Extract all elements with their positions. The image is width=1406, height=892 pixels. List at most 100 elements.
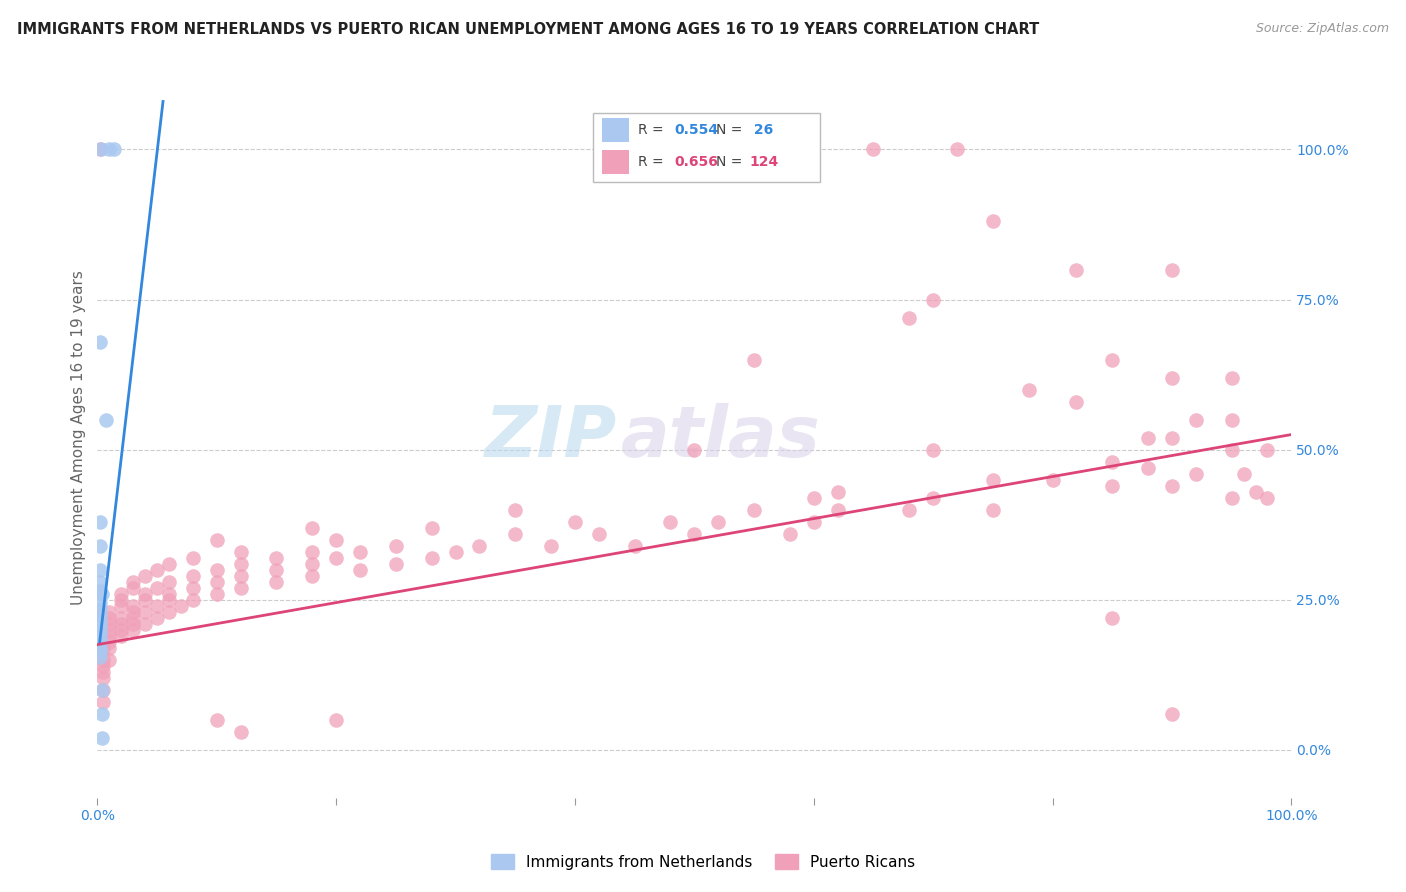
Point bbox=[325, 713, 347, 727]
Point bbox=[91, 671, 114, 685]
Point bbox=[157, 574, 180, 589]
Point bbox=[122, 623, 145, 637]
Text: N =: N = bbox=[716, 155, 747, 169]
Point bbox=[301, 520, 323, 534]
Point bbox=[122, 616, 145, 631]
Point bbox=[827, 502, 849, 516]
Point bbox=[91, 652, 114, 666]
Point bbox=[1101, 454, 1123, 468]
Text: 0.554: 0.554 bbox=[673, 123, 718, 137]
Point bbox=[89, 625, 111, 640]
Point bbox=[1244, 484, 1267, 499]
Point bbox=[266, 550, 288, 565]
Point bbox=[981, 502, 1004, 516]
Point bbox=[385, 539, 408, 553]
Text: 26: 26 bbox=[749, 123, 773, 137]
Text: Source: ZipAtlas.com: Source: ZipAtlas.com bbox=[1256, 22, 1389, 36]
Point bbox=[89, 623, 111, 637]
Point bbox=[588, 526, 610, 541]
Point bbox=[146, 599, 169, 613]
Point bbox=[91, 706, 114, 721]
Point bbox=[91, 658, 114, 673]
Point bbox=[181, 568, 204, 582]
Text: 124: 124 bbox=[749, 155, 779, 169]
Point bbox=[91, 731, 114, 745]
Point bbox=[1161, 431, 1184, 445]
Point bbox=[420, 550, 443, 565]
Point bbox=[301, 557, 323, 571]
Point bbox=[898, 502, 921, 516]
Point bbox=[134, 616, 156, 631]
Text: 0.656: 0.656 bbox=[673, 155, 718, 169]
Text: atlas: atlas bbox=[620, 403, 820, 472]
Point bbox=[110, 592, 132, 607]
Point bbox=[1256, 491, 1278, 505]
Point bbox=[122, 610, 145, 624]
Legend: Immigrants from Netherlands, Puerto Ricans: Immigrants from Netherlands, Puerto Rica… bbox=[484, 847, 922, 877]
Point bbox=[1185, 467, 1208, 481]
Point bbox=[91, 640, 114, 655]
Point bbox=[946, 143, 969, 157]
Point bbox=[205, 586, 228, 600]
FancyBboxPatch shape bbox=[602, 119, 628, 142]
Point bbox=[157, 605, 180, 619]
Point bbox=[325, 533, 347, 547]
Point bbox=[181, 550, 204, 565]
Point bbox=[1161, 262, 1184, 277]
Point bbox=[1161, 370, 1184, 384]
Point bbox=[134, 568, 156, 582]
Point bbox=[157, 586, 180, 600]
Point bbox=[89, 640, 111, 655]
Point bbox=[205, 574, 228, 589]
Point bbox=[181, 592, 204, 607]
Point bbox=[89, 596, 111, 610]
Point bbox=[89, 632, 111, 646]
Point bbox=[110, 629, 132, 643]
Point bbox=[420, 520, 443, 534]
FancyBboxPatch shape bbox=[593, 113, 820, 182]
Point bbox=[91, 665, 114, 679]
Point bbox=[229, 557, 252, 571]
Point bbox=[89, 334, 111, 349]
Point bbox=[98, 605, 121, 619]
Point bbox=[564, 515, 586, 529]
Point bbox=[468, 539, 491, 553]
Point bbox=[301, 544, 323, 558]
Point bbox=[1101, 352, 1123, 367]
Point bbox=[229, 581, 252, 595]
Point bbox=[503, 526, 526, 541]
Point bbox=[110, 610, 132, 624]
Point bbox=[89, 539, 111, 553]
Point bbox=[205, 563, 228, 577]
Point bbox=[110, 623, 132, 637]
Point bbox=[181, 581, 204, 595]
Point bbox=[205, 713, 228, 727]
Text: N =: N = bbox=[716, 123, 747, 137]
Point bbox=[1232, 467, 1254, 481]
Point bbox=[623, 539, 645, 553]
Point bbox=[170, 599, 193, 613]
Point bbox=[122, 605, 145, 619]
Point bbox=[659, 515, 682, 529]
Point bbox=[922, 293, 945, 307]
Point bbox=[981, 473, 1004, 487]
Point bbox=[922, 491, 945, 505]
Point bbox=[98, 143, 121, 157]
Point bbox=[89, 634, 111, 648]
Point bbox=[707, 515, 730, 529]
Point bbox=[301, 568, 323, 582]
Point bbox=[91, 682, 114, 697]
Point bbox=[1101, 610, 1123, 624]
Point bbox=[827, 484, 849, 499]
Text: R =: R = bbox=[638, 123, 668, 137]
Point bbox=[803, 515, 825, 529]
Point bbox=[205, 533, 228, 547]
Point bbox=[1161, 706, 1184, 721]
Point bbox=[89, 614, 111, 628]
Point bbox=[803, 491, 825, 505]
Point bbox=[1220, 412, 1243, 426]
Point bbox=[103, 143, 125, 157]
Point bbox=[229, 568, 252, 582]
Point bbox=[1042, 473, 1064, 487]
Point bbox=[229, 544, 252, 558]
